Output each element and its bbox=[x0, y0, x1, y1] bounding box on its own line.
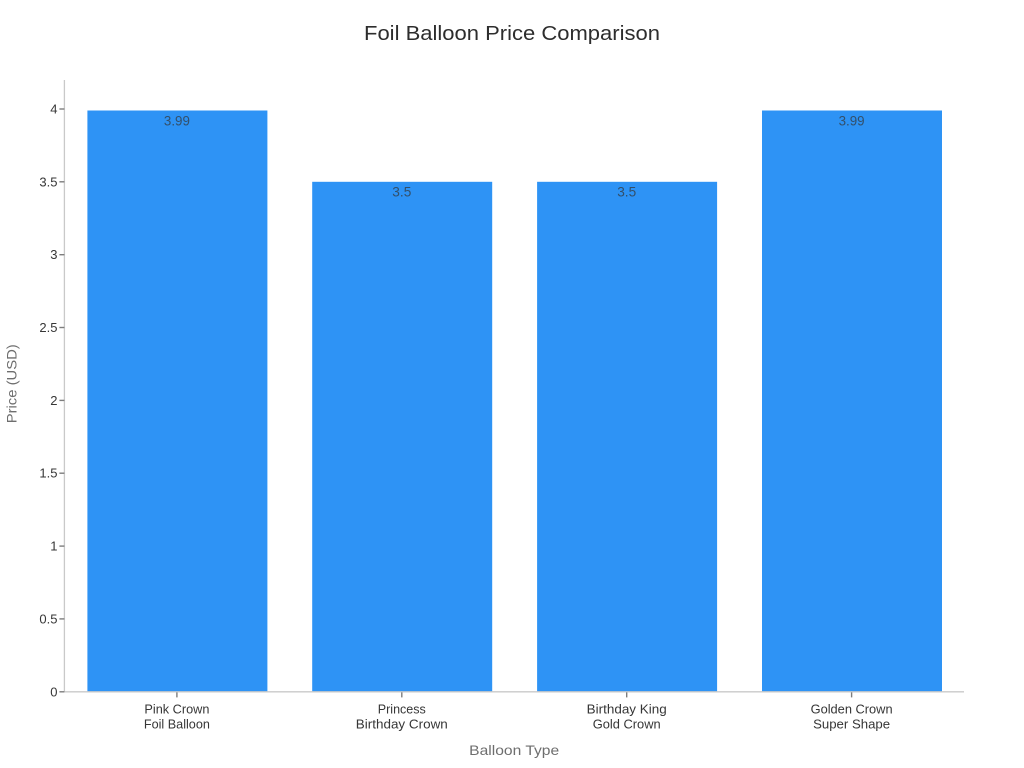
svg-text:3.5: 3.5 bbox=[617, 184, 636, 200]
svg-text:Super Shape: Super Shape bbox=[813, 716, 890, 731]
svg-text:Balloon Type: Balloon Type bbox=[469, 742, 559, 758]
svg-text:3.5: 3.5 bbox=[39, 174, 57, 189]
svg-text:2.5: 2.5 bbox=[39, 320, 57, 335]
svg-text:0.5: 0.5 bbox=[39, 611, 57, 626]
svg-text:1: 1 bbox=[50, 539, 57, 554]
svg-text:3.99: 3.99 bbox=[839, 112, 865, 128]
svg-text:Pink Crown: Pink Crown bbox=[144, 701, 209, 716]
svg-text:Princess: Princess bbox=[378, 701, 426, 716]
svg-text:3: 3 bbox=[50, 247, 57, 262]
svg-text:3.99: 3.99 bbox=[164, 112, 190, 128]
svg-text:4: 4 bbox=[50, 102, 57, 117]
svg-text:Foil Balloon Price Comparison: Foil Balloon Price Comparison bbox=[364, 23, 660, 45]
svg-text:Price (USD): Price (USD) bbox=[4, 344, 20, 423]
svg-text:Gold Crown: Gold Crown bbox=[593, 716, 661, 731]
svg-text:Birthday Crown: Birthday Crown bbox=[356, 716, 448, 731]
svg-text:3.5: 3.5 bbox=[392, 184, 411, 200]
svg-text:Foil Balloon: Foil Balloon bbox=[144, 716, 210, 731]
svg-text:Golden Crown: Golden Crown bbox=[811, 701, 893, 716]
svg-text:1.5: 1.5 bbox=[39, 466, 57, 481]
svg-text:2: 2 bbox=[50, 393, 57, 408]
svg-text:0: 0 bbox=[50, 684, 57, 699]
svg-text:Birthday King: Birthday King bbox=[587, 701, 667, 716]
